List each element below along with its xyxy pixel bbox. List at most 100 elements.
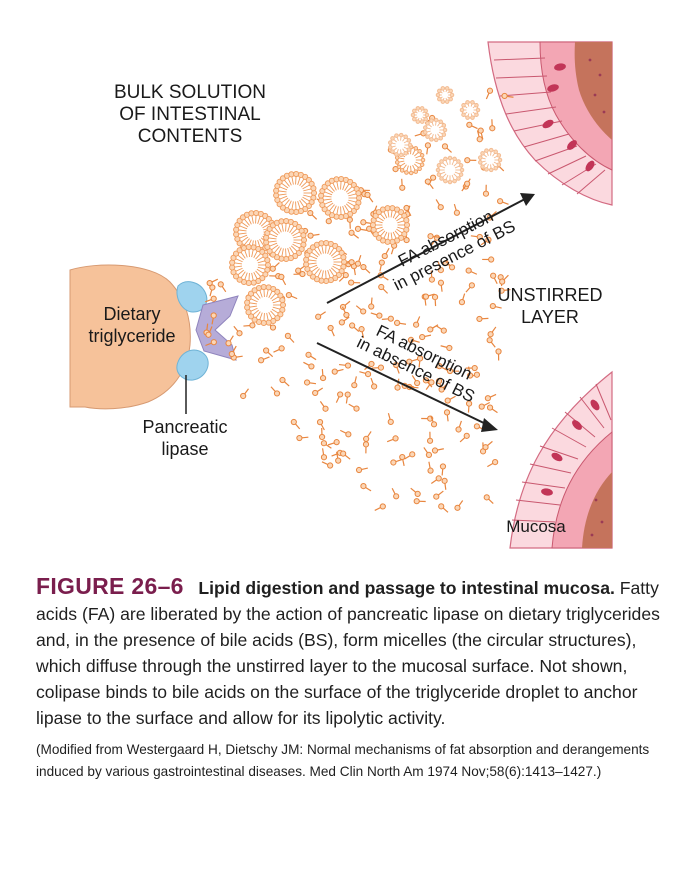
fatty-acid <box>338 316 350 326</box>
fatty-acid <box>464 157 477 164</box>
fatty-acid <box>445 260 456 271</box>
fatty-acid <box>370 312 383 319</box>
fatty-acid <box>437 279 445 292</box>
fatty-acid <box>399 178 406 191</box>
fatty-acid <box>279 376 290 387</box>
fatty-acid <box>381 247 390 260</box>
fatty-acid <box>290 418 301 430</box>
fatty-acid <box>386 435 399 443</box>
fatty-acid <box>374 503 386 511</box>
unstirred-line2: LAYER <box>521 307 579 327</box>
fatty-acid <box>439 463 447 476</box>
fatty-acid <box>411 375 421 387</box>
fatty-acid <box>459 432 470 443</box>
arrow-with-bs <box>326 198 526 304</box>
fatty-acid <box>340 429 352 438</box>
pancreatic-lipase-label: Pancreatic lipase <box>120 416 250 460</box>
dietary-line1: Dietary <box>103 304 161 324</box>
fatty-acid <box>454 500 464 511</box>
fatty-acid <box>413 498 426 505</box>
fatty-acid <box>478 401 491 410</box>
fatty-acid <box>320 440 332 449</box>
fatty-acid <box>205 326 213 338</box>
fatty-acid <box>431 447 444 454</box>
fatty-acid <box>466 121 478 130</box>
fatty-acid <box>335 391 344 403</box>
micelle <box>435 155 465 185</box>
fatty-acid <box>465 267 478 275</box>
lipase-line2: lipase <box>161 439 209 459</box>
fatty-acid <box>424 142 432 155</box>
fatty-acid <box>316 419 325 431</box>
fatty-acid <box>303 361 315 370</box>
fatty-acid <box>205 339 217 347</box>
fatty-acid <box>476 130 483 143</box>
fatty-acid <box>421 415 434 422</box>
dietary-line2: triglyceride <box>88 326 176 346</box>
fatty-acid <box>348 279 361 286</box>
fatty-acid <box>437 261 444 274</box>
unstirred-line1: UNSTIRRED <box>497 285 603 305</box>
fatty-acid <box>476 315 489 323</box>
fatty-acid <box>443 409 451 422</box>
fatty-acid <box>278 273 287 286</box>
fatty-acid <box>498 287 511 294</box>
caption-spacer <box>189 578 199 598</box>
micelle <box>318 175 363 221</box>
fatty-acid <box>392 361 400 374</box>
micelle <box>435 86 455 104</box>
fatty-acid <box>370 377 378 390</box>
fatty-acid <box>341 306 350 319</box>
upper-mucosa <box>487 41 613 206</box>
fatty-acid <box>394 378 401 391</box>
fatty-acid <box>467 366 474 379</box>
fatty-acid <box>406 358 419 365</box>
micelles <box>229 86 503 327</box>
fatty-acid <box>338 272 349 282</box>
figure-number: FIGURE 26–6 <box>36 573 184 599</box>
fatty-acid <box>363 431 372 443</box>
fatty-acid <box>431 293 439 307</box>
arrow-with-bs-head <box>520 193 535 206</box>
fatty-acid <box>387 413 394 425</box>
lipase-line1: Pancreatic <box>142 417 228 437</box>
fatty-acid <box>390 459 403 466</box>
fatty-acid <box>413 316 421 328</box>
fatty-acid <box>270 386 281 397</box>
fatty-acid <box>307 232 320 239</box>
fatty-acid <box>319 369 327 382</box>
fatty-acid <box>495 348 502 361</box>
fatty-acid <box>348 403 360 412</box>
mucosa-label: Mucosa <box>496 516 576 538</box>
fatty-acid <box>482 440 493 451</box>
fatty-acid <box>354 225 367 232</box>
fatty-acid <box>320 448 328 461</box>
fatty-acid <box>354 254 362 267</box>
fatty-acid <box>438 503 449 513</box>
fatty-acid <box>351 376 358 389</box>
fatty-acid <box>360 263 371 274</box>
fatty-acid <box>368 297 375 310</box>
fatty-acid <box>424 178 434 190</box>
fatty-acid <box>243 322 256 329</box>
fatty-acid <box>206 278 219 287</box>
fatty-acid <box>315 311 326 320</box>
lipid-digestion-diagram: BULK SOLUTION OF INTESTINAL CONTENTS Die… <box>69 41 613 549</box>
fatty-acid <box>423 447 433 458</box>
micelle <box>229 243 272 287</box>
fatty-acid <box>430 415 438 428</box>
fatty-acid <box>436 363 448 371</box>
fatty-acid <box>499 274 509 285</box>
fatty-acid <box>473 423 486 431</box>
fatty-acid <box>441 477 448 490</box>
fatty-acid <box>296 434 309 442</box>
fatty-acid <box>435 199 444 211</box>
micelle <box>478 147 503 173</box>
fatty-acid <box>455 420 462 433</box>
fatty-acid <box>360 219 373 226</box>
fatty-acid <box>465 282 475 293</box>
fatty-acid <box>344 391 351 404</box>
fatty-acid <box>258 356 270 364</box>
fatty-acid <box>318 427 326 441</box>
fatty-acid <box>263 347 274 358</box>
